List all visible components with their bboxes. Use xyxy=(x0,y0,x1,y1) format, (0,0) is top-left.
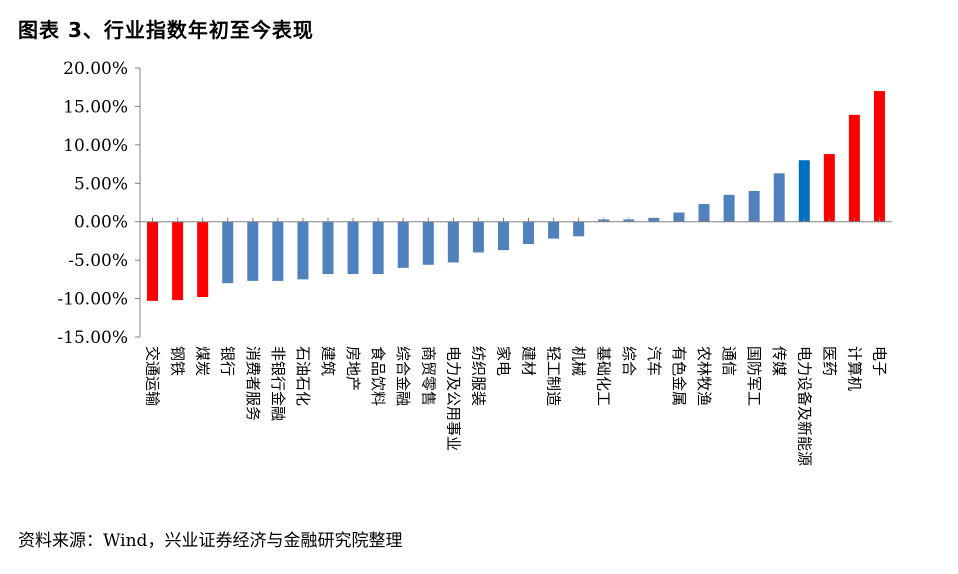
category-label: 石油石化 xyxy=(294,346,312,406)
bar xyxy=(823,154,835,222)
category-label: 电力及公用事业 xyxy=(444,346,462,451)
bar xyxy=(147,221,159,301)
category-label: 农林牧渔 xyxy=(695,346,713,406)
category-labels: 交通运输 钢铁 煤炭 银行 消费者服务 非银行金融 石油石化 建筑 房地产 食品饮料 综合金融 商贸零… xyxy=(144,346,889,466)
category-label: 交通运输 xyxy=(144,346,162,406)
y-tick-label: -15.00% xyxy=(57,328,128,348)
source-note: 资料来源：Wind，兴业证券经济与金融研究院整理 xyxy=(18,531,403,551)
y-tick-label: -10.00% xyxy=(57,290,128,310)
category-label: 基础化工 xyxy=(595,346,613,406)
bar xyxy=(748,190,760,222)
category-label: 汽车 xyxy=(645,346,663,376)
y-tick-label: 20.00% xyxy=(63,59,128,79)
bar xyxy=(347,221,359,274)
y-tick-label: 15.00% xyxy=(63,97,128,117)
category-label: 家电 xyxy=(494,346,512,376)
bar xyxy=(497,221,509,251)
bar xyxy=(698,204,710,222)
bar xyxy=(548,221,560,239)
category-label: 钢铁 xyxy=(169,346,187,376)
category-label: 非银行金融 xyxy=(269,346,287,421)
bar xyxy=(172,221,184,301)
bars xyxy=(147,91,885,301)
bar xyxy=(297,221,309,280)
category-label: 国防军工 xyxy=(745,346,763,406)
category-label: 商贸零售 xyxy=(419,346,437,406)
bar xyxy=(397,221,409,268)
category-label: 有色金属 xyxy=(670,346,688,406)
category-label: 综合 xyxy=(620,346,638,376)
y-tick-label: 10.00% xyxy=(63,136,128,156)
y-axis: 20.00% 15.00% 10.00% 5.00% 0.00% -5.00% -10.00… xyxy=(57,59,141,348)
category-label: 医药 xyxy=(820,346,838,376)
bar xyxy=(723,194,735,222)
bar xyxy=(673,212,685,222)
y-tick-label: 0.00% xyxy=(74,213,128,233)
category-label: 建筑 xyxy=(319,346,337,376)
bar xyxy=(222,221,234,284)
bar xyxy=(773,173,785,222)
bar xyxy=(372,221,384,274)
category-label: 建材 xyxy=(520,346,538,376)
category-label: 通信 xyxy=(720,346,738,376)
bar xyxy=(523,221,535,245)
bar xyxy=(848,114,860,222)
category-label: 轻工制造 xyxy=(545,346,563,406)
category-label: 纺织服装 xyxy=(469,346,487,406)
category-label: 电子 xyxy=(870,346,888,376)
category-label: 房地产 xyxy=(344,346,362,391)
category-label: 银行 xyxy=(219,346,237,376)
bar xyxy=(472,221,484,253)
category-label: 煤炭 xyxy=(194,346,212,376)
chart-title: 图表 3、行业指数年初至今表现 xyxy=(18,18,314,42)
bar xyxy=(873,91,885,222)
category-label: 机械 xyxy=(570,346,588,376)
y-tick-label: 5.00% xyxy=(74,174,128,194)
bar-chart: 20.00% 15.00% 10.00% 5.00% 0.00% -5.00% -10.00… xyxy=(57,59,892,466)
bar xyxy=(322,221,334,274)
category-label: 电力设备及新能源 xyxy=(795,346,813,466)
bar xyxy=(573,221,585,237)
bar xyxy=(422,221,434,265)
bar xyxy=(197,221,209,298)
bar xyxy=(272,221,284,281)
bar xyxy=(798,160,810,222)
bar xyxy=(247,221,259,281)
category-label: 食品饮料 xyxy=(369,346,387,406)
category-label: 消费者服务 xyxy=(244,346,262,421)
y-tick-label: -5.00% xyxy=(68,251,128,271)
bar xyxy=(447,221,459,263)
category-label: 综合金融 xyxy=(394,346,412,406)
category-label: 传媒 xyxy=(770,346,788,376)
x-axis xyxy=(140,217,892,223)
category-label: 计算机 xyxy=(845,346,863,391)
